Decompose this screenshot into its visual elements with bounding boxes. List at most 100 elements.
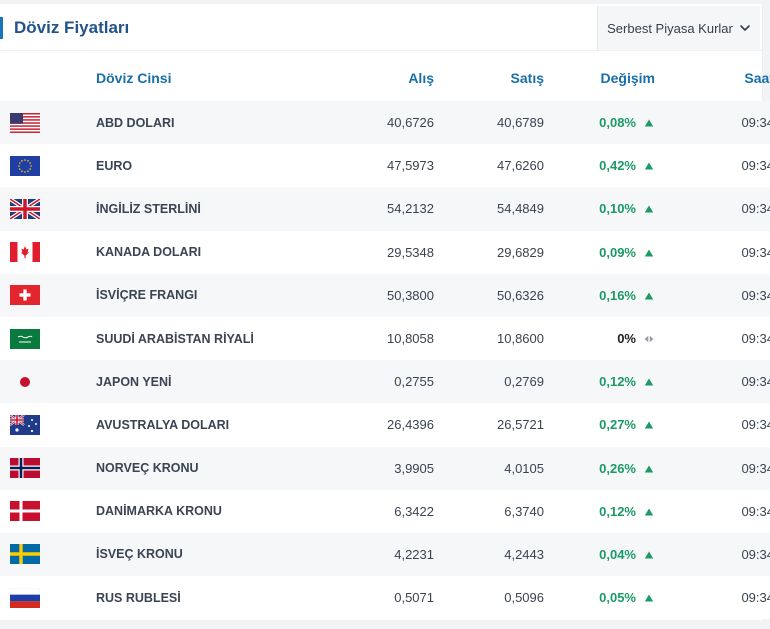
buy-price: 40,6726	[322, 101, 435, 145]
change-percent: 0%	[617, 331, 636, 347]
change-percent: 0,12%	[599, 374, 636, 390]
sell-price: 10,8600	[435, 316, 544, 361]
buy-price: 4,2231	[322, 532, 435, 577]
table-row[interactable]: AVUSTRALYA DOLARI 26,4396 26,5721 0,27% 09:3…	[0, 403, 770, 447]
market-type-dropdown[interactable]: Serbest Piyasa Kurlar	[597, 6, 760, 50]
up-arrow-icon	[644, 551, 654, 559]
up-arrow-icon	[644, 292, 654, 300]
norway-flag-icon	[10, 458, 40, 479]
sell-price: 4,0105	[435, 446, 544, 490]
change-cell: 0,27%	[544, 403, 666, 447]
buy-price: 3,9905	[322, 446, 435, 490]
currency-name[interactable]: JAPON YENİ	[96, 360, 322, 404]
currency-name[interactable]: KANADA DOLARI	[96, 230, 322, 274]
change-percent: 0,42%	[599, 158, 636, 174]
table-row[interactable]: SUUDİ ARABİSTAN RİYALİ 10,8058 10,8600 0% 09…	[0, 316, 770, 361]
update-time: 09:34	[666, 101, 770, 145]
eu-flag-icon	[10, 155, 40, 176]
buy-price: 26,4396	[322, 403, 435, 447]
sell-price: 50,6326	[435, 273, 544, 317]
buy-price: 10,8058	[322, 316, 435, 361]
up-arrow-icon	[644, 594, 654, 602]
russia-flag-icon	[10, 587, 40, 608]
update-time: 09:34	[666, 576, 770, 620]
sell-price: 47,6260	[435, 144, 544, 188]
switzerland-flag-icon	[10, 285, 40, 306]
column-header-change[interactable]: Değişim	[600, 69, 655, 86]
up-arrow-icon	[644, 205, 654, 213]
column-header-name[interactable]: Döviz Cinsi	[96, 69, 172, 86]
change-cell: 0,42%	[544, 144, 666, 188]
change-cell: 0,10%	[544, 187, 666, 231]
market-type-label: Serbest Piyasa Kurlar	[607, 20, 733, 36]
change-percent: 0,26%	[599, 460, 636, 476]
currency-name[interactable]: RUS RUBLESİ	[96, 576, 322, 620]
chevron-down-icon	[740, 25, 750, 31]
up-arrow-icon	[644, 119, 654, 127]
buy-price: 6,3422	[322, 489, 435, 533]
japan-flag-icon	[20, 376, 30, 387]
update-time: 09:34	[666, 187, 770, 231]
change-cell: 0,16%	[544, 273, 666, 317]
currency-name[interactable]: AVUSTRALYA DOLARI	[96, 403, 322, 447]
update-time: 09:34	[666, 316, 770, 361]
currency-name[interactable]: NORVEÇ KRONU	[96, 446, 322, 490]
change-cell: 0,26%	[544, 446, 666, 490]
sell-price: 0,2769	[435, 360, 544, 404]
table-header-row: Döviz Cinsi Alış Satış Değişim Saat	[0, 54, 770, 101]
update-time: 09:34	[666, 273, 770, 317]
saudi-arabia-flag-icon	[10, 328, 40, 349]
currency-name[interactable]: SUUDİ ARABİSTAN RİYALİ	[96, 316, 322, 361]
change-percent: 0,10%	[599, 201, 636, 217]
buy-price: 50,3800	[322, 273, 435, 317]
up-arrow-icon	[644, 465, 654, 473]
update-time: 09:34	[666, 230, 770, 274]
buy-price: 54,2132	[322, 187, 435, 231]
currency-name[interactable]: İNGİLİZ STERLİNİ	[96, 187, 322, 231]
change-percent: 0,08%	[599, 115, 636, 131]
neutral-arrows-icon	[644, 335, 654, 343]
update-time: 09:34	[666, 403, 770, 447]
change-cell: 0%	[544, 316, 666, 361]
change-cell: 0,12%	[544, 360, 666, 404]
australia-flag-icon	[10, 414, 40, 435]
sweden-flag-icon	[10, 544, 40, 565]
sell-price: 54,4849	[435, 187, 544, 231]
change-cell: 0,05%	[544, 576, 666, 620]
change-cell: 0,09%	[544, 230, 666, 274]
up-arrow-icon	[644, 162, 654, 170]
currency-table: Döviz Cinsi Alış Satış Değişim Saat ABD …	[0, 54, 770, 620]
change-percent: 0,04%	[599, 546, 636, 562]
sell-price: 26,5721	[435, 403, 544, 447]
canada-flag-icon	[10, 242, 40, 263]
update-time: 09:34	[666, 144, 770, 188]
sell-price: 6,3740	[435, 489, 544, 533]
flag-column-header	[0, 54, 96, 101]
currency-name[interactable]: İSVİÇRE FRANGI	[96, 273, 322, 317]
column-header-time[interactable]: Saat	[744, 69, 770, 86]
sell-price: 29,6829	[435, 230, 544, 274]
currency-name[interactable]: DANİMARKA KRONU	[96, 489, 322, 533]
column-header-buy[interactable]: Alış	[408, 69, 434, 86]
change-cell: 0,12%	[544, 489, 666, 533]
currency-name[interactable]: ABD DOLARI	[96, 101, 322, 145]
buy-price: 47,5973	[322, 144, 435, 188]
currency-widget: Döviz Fiyatları Serbest Piyasa Kurlar Dö…	[0, 4, 770, 620]
currency-name[interactable]: EURO	[96, 144, 322, 188]
up-arrow-icon	[644, 378, 654, 386]
update-time: 09:34	[666, 489, 770, 533]
column-header-sell[interactable]: Satış	[510, 69, 544, 86]
change-percent: 0,27%	[599, 417, 636, 433]
update-time: 09:34	[666, 360, 770, 404]
currency-name[interactable]: İSVEÇ KRONU	[96, 532, 322, 577]
